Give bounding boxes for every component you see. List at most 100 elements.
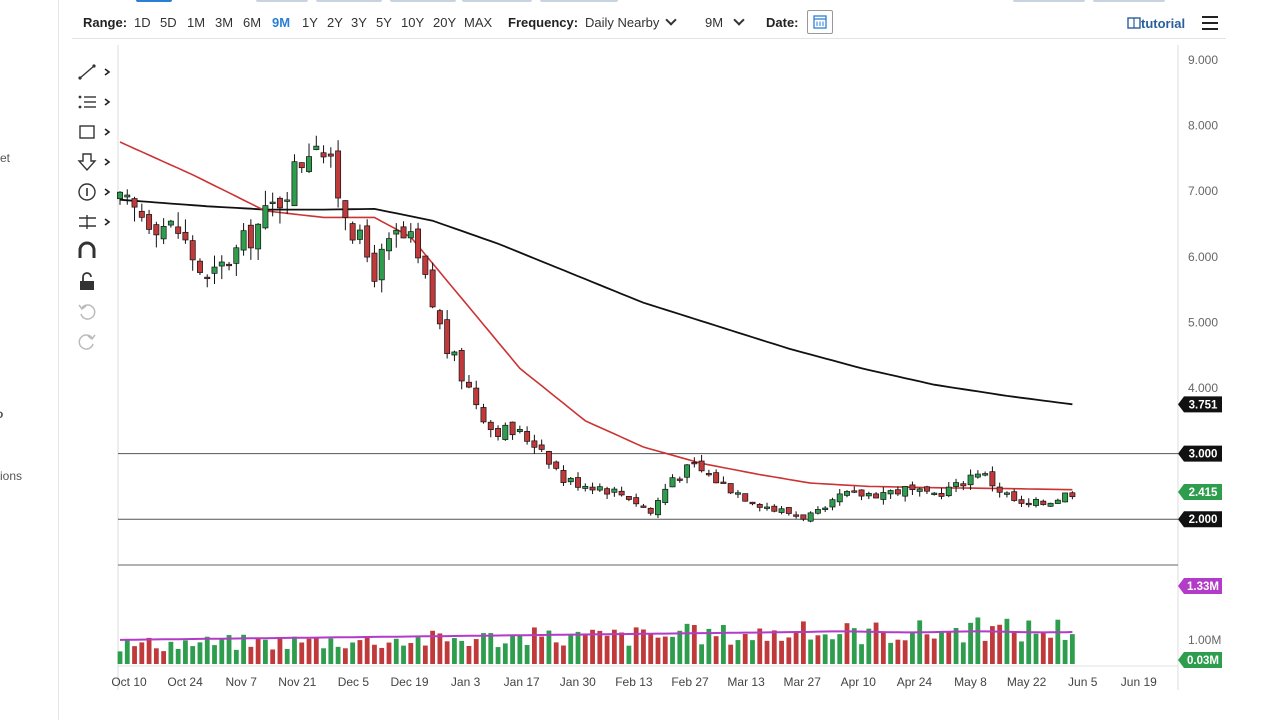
- rectangle-tool-button[interactable]: [76, 120, 116, 144]
- candle-body: [255, 223, 262, 250]
- volume-bar: [233, 649, 239, 664]
- volume-bar: [553, 642, 559, 664]
- volume-bar: [641, 629, 646, 664]
- date-picker-button[interactable]: [807, 10, 833, 34]
- range-20y[interactable]: 20Y: [433, 15, 457, 30]
- candle-body: [138, 210, 145, 218]
- candle-body: [764, 506, 770, 509]
- volume-bar: [568, 634, 574, 664]
- volume-bar: [604, 635, 610, 664]
- volume-bar: [132, 646, 137, 664]
- candle-body: [495, 428, 501, 437]
- volume-last-badge-bg: [1178, 652, 1222, 668]
- volume-last-badge: 0.03M: [1187, 655, 1219, 667]
- volume-bar: [444, 641, 450, 664]
- volume-bar: [255, 637, 261, 664]
- range-9m[interactable]: 9M: [272, 15, 291, 30]
- arrow-marker-button[interactable]: [76, 150, 116, 174]
- volume-bar: [873, 622, 879, 664]
- magnet-icon: [78, 241, 96, 258]
- candle-body: [378, 248, 385, 281]
- candle-body: [182, 231, 189, 241]
- candle-body: [291, 161, 298, 207]
- volume-bar: [306, 638, 312, 664]
- volume-bar: [990, 626, 995, 664]
- range-max[interactable]: MAX: [464, 15, 493, 30]
- candle-body: [1062, 492, 1069, 503]
- candle-body: [807, 512, 814, 522]
- frequency-select[interactable]: Daily Nearby: [585, 14, 678, 30]
- range-3y[interactable]: 3Y: [351, 15, 367, 30]
- price-badge-bg: [1178, 396, 1222, 413]
- volume-bar: [953, 627, 959, 664]
- range-6m[interactable]: 6M: [243, 15, 262, 30]
- candle-body: [756, 504, 763, 508]
- volume-bar: [1011, 632, 1017, 664]
- candle-body: [560, 470, 567, 483]
- range-5y[interactable]: 5Y: [376, 15, 392, 30]
- candle-body: [938, 493, 945, 497]
- volume-bar: [837, 634, 843, 664]
- number-marker-icon: [78, 183, 111, 201]
- candle-body: [691, 462, 698, 465]
- candle-body: [509, 421, 516, 436]
- candle-body: [531, 440, 538, 448]
- fib-tool-button[interactable]: [76, 90, 116, 114]
- volume-bar: [815, 635, 821, 664]
- candle-body: [945, 486, 952, 497]
- volume-tick-label: 1.00M: [1188, 633, 1221, 647]
- range-2y[interactable]: 2Y: [327, 15, 343, 30]
- volume-bar: [452, 638, 457, 664]
- time-tick-label: Jun 19: [1121, 675, 1157, 689]
- line-tool-button[interactable]: [76, 60, 116, 84]
- volume-average-line: [119, 630, 1073, 641]
- candle-body: [734, 492, 741, 495]
- period-value: 9M: [705, 15, 724, 30]
- range-1d[interactable]: 1D: [134, 15, 151, 30]
- range-5d[interactable]: 5D: [160, 15, 177, 30]
- candle-body: [473, 387, 480, 406]
- candle-body: [458, 350, 465, 382]
- redo-button[interactable]: [76, 330, 116, 354]
- volume-bar: [204, 636, 210, 664]
- candle-body: [247, 224, 254, 249]
- time-tick-label: Mar 13: [727, 675, 765, 689]
- volume-bar: [997, 624, 1003, 664]
- range-1y[interactable]: 1Y: [302, 15, 318, 30]
- range-3m[interactable]: 3M: [215, 15, 234, 30]
- tutorial-link[interactable]: tutorial: [1127, 16, 1185, 31]
- volume-bar: [350, 642, 356, 664]
- candle-body: [793, 514, 800, 517]
- period-select[interactable]: 9M: [705, 14, 745, 30]
- candle-body: [742, 493, 749, 502]
- volume-bar: [161, 651, 167, 664]
- volume-bar: [313, 637, 319, 664]
- number-marker-button[interactable]: [76, 180, 116, 204]
- candle-body: [160, 226, 167, 240]
- volume-bar: [859, 644, 864, 664]
- volume-bar: [968, 622, 973, 664]
- candle-body: [713, 472, 720, 484]
- candle-body: [1054, 499, 1061, 504]
- candle-body: [967, 474, 974, 486]
- candle-body: [655, 500, 661, 516]
- candle-body: [778, 508, 785, 513]
- hamburger-menu-icon[interactable]: [1202, 16, 1218, 30]
- magnet-button[interactable]: [76, 240, 116, 264]
- volume-bar: [779, 640, 784, 664]
- candle-body: [1003, 492, 1010, 495]
- undo-button[interactable]: [76, 300, 116, 324]
- lock-button[interactable]: [76, 270, 116, 294]
- range-1m[interactable]: 1M: [187, 15, 206, 30]
- candle-body: [800, 514, 807, 520]
- candle-body: [916, 488, 923, 492]
- volume-bar: [1069, 634, 1075, 664]
- volume-bar: [939, 632, 944, 664]
- range-10y[interactable]: 10Y: [401, 15, 425, 30]
- candle-body: [720, 481, 727, 484]
- candle-body: [400, 226, 407, 239]
- time-tick-label: Feb 27: [671, 675, 709, 689]
- measure-tool-button[interactable]: [76, 210, 116, 234]
- candle-body: [771, 505, 778, 512]
